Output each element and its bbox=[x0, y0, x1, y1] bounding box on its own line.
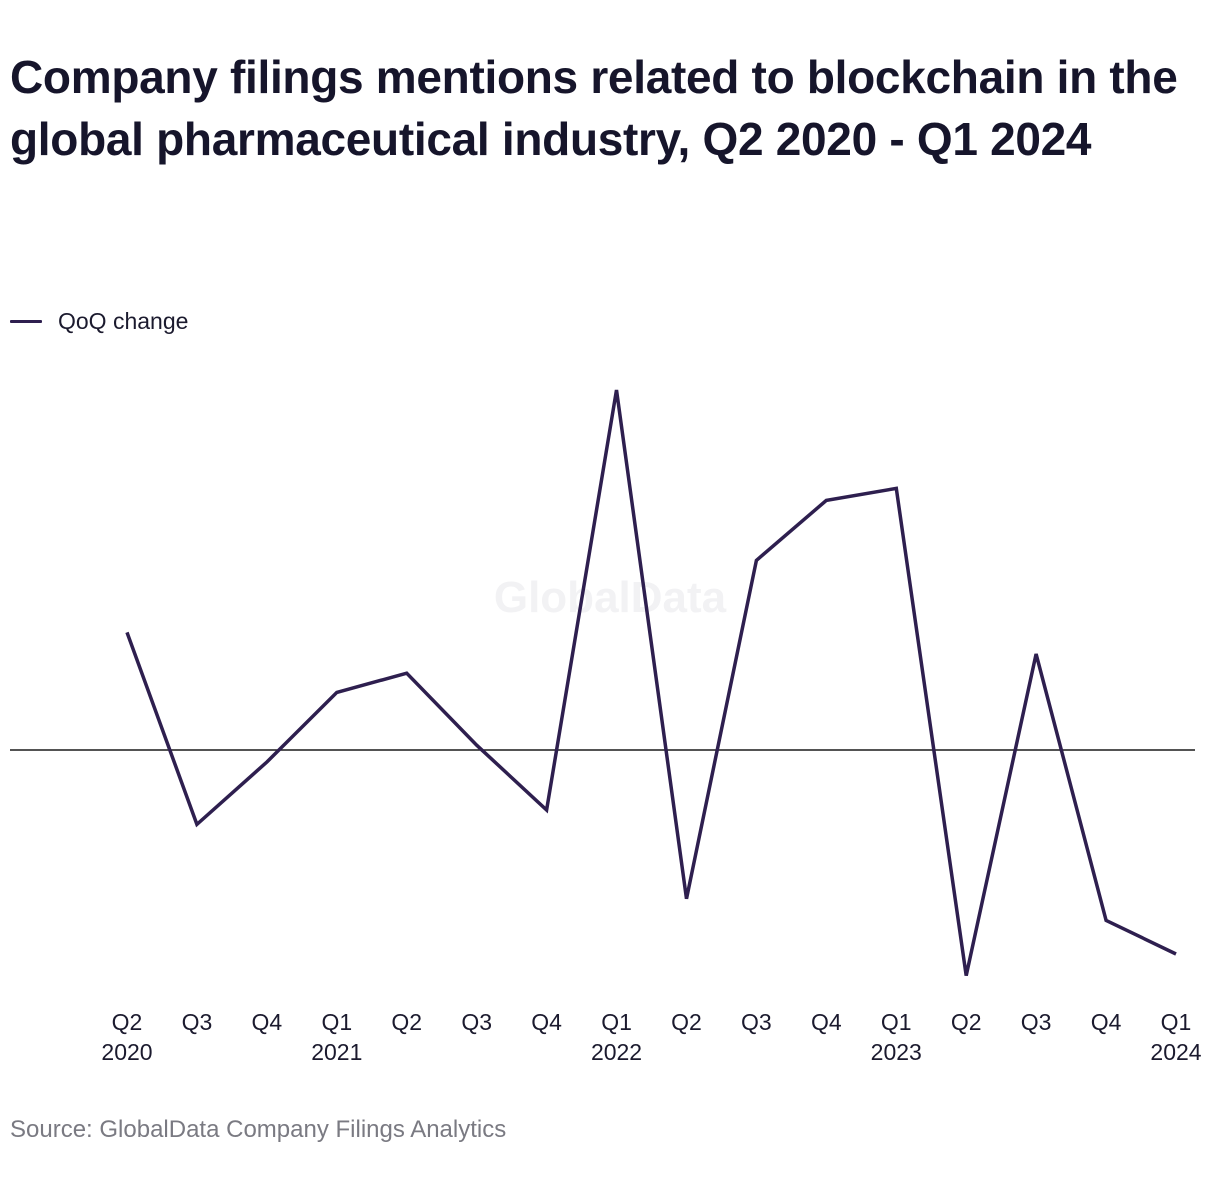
watermark-text: GlobalData bbox=[494, 573, 727, 622]
legend: QoQ change bbox=[10, 306, 188, 336]
x-tick-label-quarter: Q2 bbox=[391, 1009, 422, 1035]
x-tick-label-year: 2021 bbox=[311, 1039, 362, 1065]
series-line-qoq-change bbox=[125, 389, 1177, 976]
data-point bbox=[611, 384, 623, 396]
x-tick-label-quarter: Q2 bbox=[112, 1009, 143, 1035]
x-tick-label-quarter: Q3 bbox=[461, 1009, 492, 1035]
data-point bbox=[121, 626, 133, 638]
x-tick-label-year: 2022 bbox=[591, 1039, 642, 1065]
x-tick-label-quarter: Q4 bbox=[1091, 1009, 1122, 1035]
legend-label-qoq-change: QoQ change bbox=[58, 307, 189, 334]
x-tick-label-quarter: Q4 bbox=[252, 1009, 283, 1035]
chart-title: Company filings mentions related to bloc… bbox=[10, 51, 1178, 165]
data-point bbox=[1170, 948, 1182, 960]
legend-swatch-qoq-change bbox=[10, 319, 42, 323]
x-tick-label-quarter: Q1 bbox=[1161, 1009, 1192, 1035]
data-point bbox=[471, 739, 483, 751]
x-tick-label-quarter: Q1 bbox=[601, 1009, 632, 1035]
x-tick-label-quarter: Q4 bbox=[531, 1009, 562, 1035]
data-point bbox=[261, 756, 273, 768]
x-tick-label-quarter: Q3 bbox=[1021, 1009, 1052, 1035]
x-tick-label-quarter: Q4 bbox=[811, 1009, 842, 1035]
data-point bbox=[1100, 914, 1112, 926]
x-tick-label-quarter: Q3 bbox=[182, 1009, 213, 1035]
data-point bbox=[820, 494, 832, 506]
x-tick-label-year: 2024 bbox=[1150, 1039, 1201, 1065]
data-point bbox=[1030, 648, 1042, 660]
data-point bbox=[680, 893, 692, 905]
x-axis-ticks: Q2 2020 Q3 Q4 Q1 2021 Q2 Q3 Q4 Q1 2022 Q2 Q3 Q4 Q1 2023… bbox=[101, 1009, 1201, 1065]
data-point bbox=[541, 804, 553, 816]
x-tick-label-quarter: Q3 bbox=[741, 1009, 772, 1035]
data-point bbox=[890, 482, 902, 494]
data-point bbox=[191, 818, 203, 830]
source-note: Source: GlobalData Company Filings Analy… bbox=[10, 1116, 507, 1143]
x-tick-label-quarter: Q1 bbox=[321, 1009, 352, 1035]
x-tick-label-year: 2020 bbox=[101, 1039, 152, 1065]
x-tick-label-quarter: Q2 bbox=[951, 1009, 982, 1035]
x-tick-label-year: 2023 bbox=[871, 1039, 922, 1065]
series-group bbox=[121, 384, 1182, 982]
x-tick-label-quarter: Q2 bbox=[671, 1009, 702, 1035]
data-point bbox=[401, 667, 413, 679]
data-point bbox=[960, 970, 972, 982]
x-tick-label-quarter: Q1 bbox=[881, 1009, 912, 1035]
data-point bbox=[750, 554, 762, 566]
data-point bbox=[331, 686, 343, 698]
